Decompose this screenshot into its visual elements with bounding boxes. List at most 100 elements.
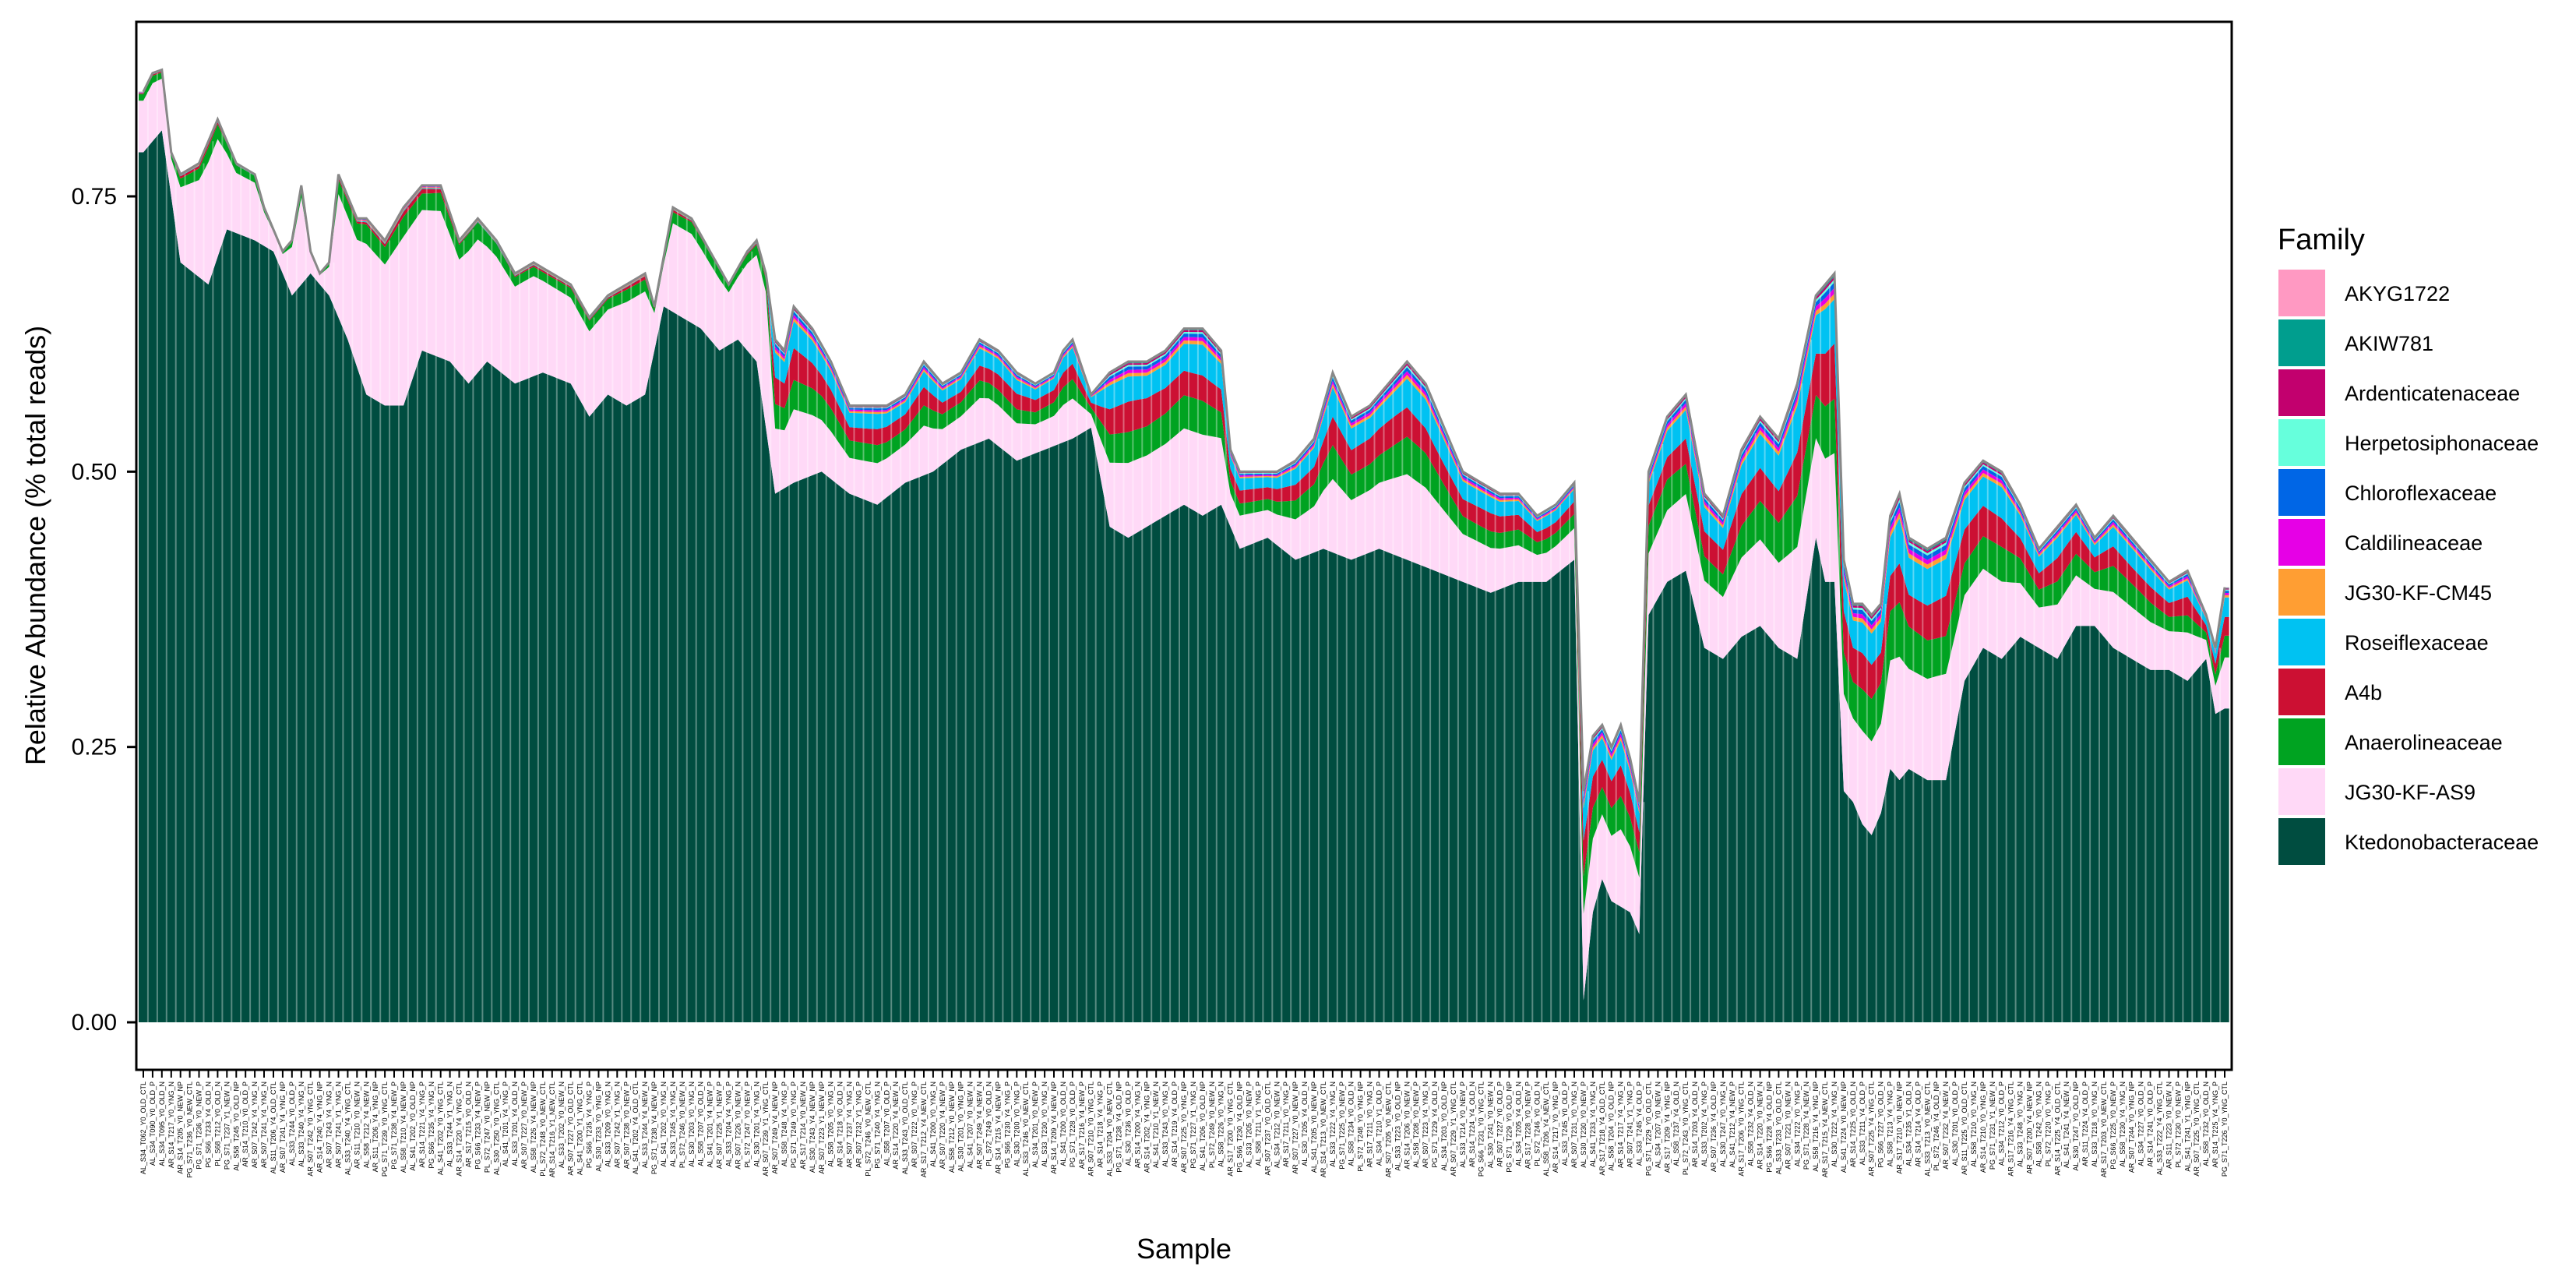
x-tick-label: AL_S30_T201_Y4_YNG_N <box>752 1082 760 1167</box>
x-tick-label: PG_S66_T227_Y0_OLD_N <box>1877 1082 1885 1168</box>
x-tick-label: PL_S72_T243_Y0_YNG_CTL <box>1682 1082 1690 1175</box>
legend-label: Anaerolineaceae <box>2345 731 2503 754</box>
x-tick-label: PG_S71_T229_Y0_OLD_NP <box>1506 1082 1514 1173</box>
x-tick-label: AL_S30_T247_Y0_OLD_NP <box>2072 1082 2080 1171</box>
x-tick-label: PG_S71_T238_Y4_NEW_P <box>390 1082 398 1170</box>
legend-swatch <box>2277 817 2327 866</box>
x-tick-label: AL_S30_T233_Y0_YNG_NP <box>595 1082 603 1172</box>
x-tick-label: PL_S72_T249_Y0_NEW_N <box>1208 1082 1216 1168</box>
legend-swatch <box>2277 468 2327 517</box>
x-tick-label: AR_S14_T209_Y4_NEW_NP <box>1050 1082 1058 1174</box>
legend-label: Ardenticatenaceae <box>2345 382 2520 405</box>
x-tick-label: AR_S14_T218_Y4_YNG_P <box>1097 1082 1105 1168</box>
x-tick-label: AL_S34_T212_Y0_OLD_P <box>1998 1082 2006 1166</box>
x-tick-label: AR_S14_T206_Y0_NEW_N <box>1403 1082 1411 1170</box>
x-tick-label: AL_S58_T245_Y0_OLD_NP <box>232 1082 240 1171</box>
x-tick-label: AL_S30_T203_Y0_YNG_N <box>688 1082 696 1167</box>
x-tick-label: AL_S33_T240_Y4_YNG_N <box>298 1082 305 1167</box>
x-tick-label: AL_S58_T242_Y0_YNG_N <box>2035 1082 2043 1167</box>
legend-swatch <box>2277 567 2327 617</box>
x-tick-label: AR_S07_T225_Y1_NEW_P <box>716 1082 724 1169</box>
legend-swatch <box>2277 717 2327 767</box>
x-tick-label: AR_S14_T219_Y4_OLD_P <box>1171 1082 1179 1167</box>
x-tick-label: AL_S58_T248_Y4_YNG_P <box>781 1082 788 1166</box>
x-tick-label: AR_S07_T221_Y0_NEW_N <box>1784 1082 1792 1170</box>
x-tick-label: AR_S07_T225_Y4_YNG_CTL <box>1868 1082 1876 1177</box>
x-tick-label: AL_S41_T200_Y0_YNG_N <box>929 1082 937 1167</box>
x-tick-label: AL_S41_T241_Y4_NEW_N <box>2063 1082 2070 1168</box>
x-tick-label: AL_S58_T232_Y4_OLD_N <box>1747 1082 1755 1166</box>
x-tick-label: AR_S07_T241_Y4_YNG_NP <box>279 1082 287 1173</box>
x-tick-label: PG_S66_T233_Y4_OLD_N <box>205 1082 213 1168</box>
x-tick-label: AR_S17_T215_Y0_OLD_N <box>465 1082 473 1167</box>
x-tick-label: AR_S07_T243_Y4_YNG_N <box>326 1082 333 1168</box>
x-tick-label: AL_S33_T243_Y0_YNG_N <box>1161 1082 1169 1167</box>
x-tick-label: AL_S33_T218_Y0_YNG_N <box>2091 1082 2099 1167</box>
x-tick-label: AL_S33_T209_Y0_YNG_N <box>604 1082 611 1167</box>
y-axis: 0.00 0.25 0.50 0.75 <box>72 184 136 1036</box>
total-line <box>142 68 2226 803</box>
x-tick-label: AL_S58_T204_Y0_OLD_NP <box>1608 1082 1616 1171</box>
x-tick-label: AL_S30_T205_Y4_OLD_N <box>1301 1082 1309 1166</box>
x-tick-label: PG_S71_T236_Y0_NEW_CTL <box>186 1082 194 1178</box>
x-tick-label: AR_S14_T221_Y4_YNG_P <box>418 1082 426 1168</box>
x-tick-label: PG_S71_T236_Y0_NEW_P <box>196 1082 203 1170</box>
x-tick-label: AL_S58_T207_Y0_OLD_P <box>883 1082 890 1166</box>
x-tick-label: PL_S72_T247_Y0_NEW_P <box>743 1082 751 1168</box>
x-tick-label: AL_S41_T201_Y4_NEW_P <box>707 1082 714 1168</box>
x-tick-label: PL_S72_T246_Y0_OLD_N <box>1533 1082 1541 1166</box>
x-tick-label: AR_S07_T238_Y0_NEW_P <box>622 1082 630 1169</box>
x-tick-label: AL_S34_T235_Y1_OLD_N <box>1905 1082 1913 1166</box>
x-tick-label: AR_S07_T241_Y4_YNG_N <box>260 1082 268 1168</box>
x-tick-label: AR_S17_T206_Y0_YNG_CTL <box>1738 1082 1746 1177</box>
x-tick-label: AR_S17_T212_Y4_NEW_CTL <box>920 1082 928 1177</box>
x-tick-label: AL_S41_T205_Y0_NEW_NP <box>1310 1082 1318 1173</box>
x-tick-label: AL_S33_T214_Y0_NEW_P <box>1459 1082 1467 1168</box>
x-tick-label: AR_S07_T236_Y4_OLD_NP <box>1710 1082 1718 1172</box>
x-tick-label: PG_S71_T228_Y4_NEW_N <box>1802 1082 1810 1170</box>
x-tick-label: PL_S72_T230_Y0_NEW_P <box>2174 1082 2182 1168</box>
x-tick-label: AR_S17_T203_Y0_NEW_CTL <box>2100 1082 2108 1177</box>
x-tick-label: PG_S66_T235_Y4_YNG_N <box>428 1082 435 1169</box>
x-tick-label: PL_S72_T248_Y0_YNG_NP <box>1357 1082 1365 1172</box>
legend-label: JG30-KF-CM45 <box>2345 581 2492 605</box>
x-tick-label: AR_S07_T241_Y1_YNG_P <box>1626 1082 1634 1168</box>
x-tick-label: AR_S07_T220_Y4_NEW_P <box>939 1082 946 1169</box>
x-tick-label: PG_S71_T229_Y4_OLD_N <box>1431 1082 1439 1168</box>
x-tick-label: AR_S14_T241_Y0_OLD_P <box>2147 1082 2155 1167</box>
x-tick-label: PL_S72_T246_Y0_NEW_CTL <box>864 1082 872 1177</box>
x-tick-label: AL_S33_T201_Y4_OLD_N <box>511 1082 519 1166</box>
x-tick-label: AL_S41_T206_Y0_OLD_NP <box>1199 1082 1207 1171</box>
legend-swatch <box>2277 268 2327 318</box>
x-tick-label: PL_S72_T247_Y0_NEW_NP <box>483 1082 491 1173</box>
legend-swatch <box>2277 617 2327 667</box>
x-tick-label: AL_S33_T204_Y0_NEW_CTL <box>1106 1082 1114 1177</box>
x-tick-label: AR_S14_T220_Y0_NEW_N <box>1757 1082 1764 1170</box>
x-tick-label: AL_S34_T212_Y0_NEW_N <box>1273 1082 1281 1168</box>
x-tick-label: AL_S33_T244_Y1_YNG_N <box>446 1082 454 1167</box>
x-tick-label: PG_S71_T231_Y1_NEW_N <box>1989 1082 1996 1170</box>
x-tick-label: AL_S41_T202_Y4_OLD_CTL <box>632 1082 640 1174</box>
x-tick-label: AL_S33_T202_Y4_YNG_P <box>1700 1082 1708 1166</box>
area-ktedonobacteraceae <box>139 130 2229 1023</box>
x-tick-label: AL_S30_T241_Y0_NEW_N <box>1487 1082 1495 1168</box>
x-tick-label: AL_S41_T224_Y0_NEW_NP <box>1840 1082 1848 1173</box>
x-tick-label: AL_S30_T201_Y0_YNG_NP <box>957 1082 965 1172</box>
x-tick-label: AL_S58_T226_Y0_YNG_N <box>1218 1082 1225 1167</box>
legend: Family AKYG1722 AKIW781 Ardenticatenaceae H… <box>2277 224 2539 866</box>
x-tick-label: AL_S30_T247_Y0_YNG_N <box>1719 1082 1727 1167</box>
x-tick-label: AR_S17_T216_Y4_YNG_CTL <box>2007 1082 2015 1177</box>
legend-swatch <box>2277 418 2327 468</box>
x-tick-label: PG_S66_T231_Y0_YNG_CTL <box>1478 1082 1485 1177</box>
x-tick-label: PG_S66_T235_Y4_YNG_P <box>586 1082 594 1168</box>
x-tick-label: PG_S71_T237_Y1_NEW_N <box>223 1082 231 1170</box>
x-tick-label: AL_S33_T211_Y4_OLD_P <box>1859 1082 1866 1165</box>
legend-label: Ktedonobacteraceae <box>2345 831 2539 854</box>
x-tick-label: AR_S14_T220_Y4_YNG_CTL <box>456 1082 463 1177</box>
legend-swatch <box>2277 368 2327 418</box>
x-tick-label: PG_S66_T225_Y0_NEW_P <box>2109 1082 2117 1170</box>
x-tick-label: AL_S58_T212_Y0_NEW_NP <box>948 1082 956 1173</box>
x-tick-label: AR_S07_T242_Y1_YNG_N <box>613 1082 621 1168</box>
x-tick-label: AR_S14_T225_Y0_OLD_N <box>1849 1082 1857 1167</box>
x-tick-label: AR_S07_T200_Y4_NEW_NP <box>2026 1082 2034 1174</box>
